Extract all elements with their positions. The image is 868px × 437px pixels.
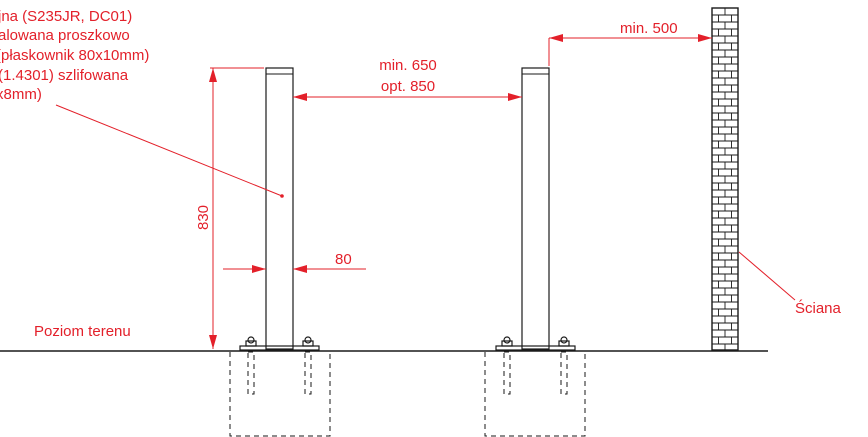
material-note-line-4: (1.4301) szlifowana (0, 67, 129, 84)
material-note-line-3: (płaskownik 80x10mm) (0, 47, 149, 64)
left-post-bolt-right (302, 336, 314, 347)
material-note-leader (55, 104, 283, 197)
width-dimension (223, 265, 366, 273)
wall-label: Ściana (795, 299, 842, 317)
material-note: jna (S235JR, DC01) alowana proszkowo (pł… (0, 8, 284, 198)
material-note-line-1: jna (S235JR, DC01) (0, 8, 132, 25)
spacing-opt-label: opt. 850 (381, 78, 435, 95)
middle-post-bolt-left (501, 336, 513, 347)
width-dimension-label: 80 (335, 251, 352, 268)
height-dimension (209, 67, 264, 349)
middle-post (484, 67, 586, 437)
wall-distance-label: min. 500 (620, 20, 678, 37)
material-note-line-5: x8mm) (0, 86, 42, 103)
left-post-bolt-left (245, 336, 257, 347)
brick-wall (711, 7, 739, 351)
wall-label-leader (738, 251, 796, 301)
height-dimension-label: 830 (195, 205, 212, 230)
middle-post-bolt-right (558, 336, 570, 347)
wall-distance-dimension (548, 34, 712, 66)
material-note-line-2: alowana proszkowo (0, 27, 130, 44)
left-post (229, 67, 331, 437)
ground-label: Poziom terenu (34, 323, 131, 340)
material-note-leader-dot (280, 194, 284, 198)
spacing-min-label: min. 650 (379, 57, 437, 74)
spacing-dimension (293, 93, 522, 101)
